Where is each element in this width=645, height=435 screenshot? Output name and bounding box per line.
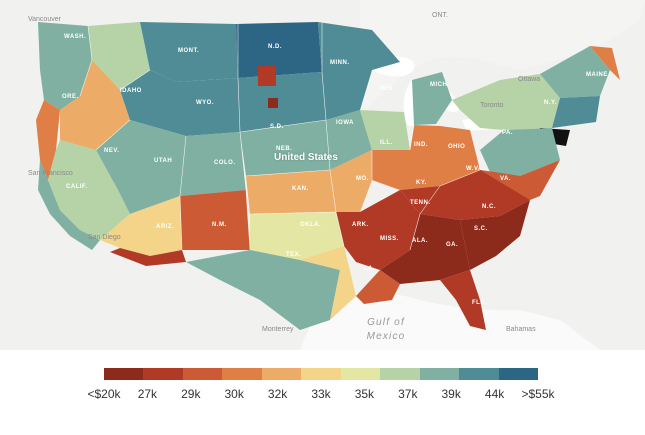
state-label: S.C.: [474, 226, 488, 232]
place-label-bahamas: Bahamas: [506, 326, 536, 333]
legend-swatch: [104, 368, 144, 380]
gulf-of-mexico-label: Gulf of Mexico: [356, 316, 416, 344]
state-label: TEX.: [286, 252, 302, 258]
gulf-label-line1: Gulf of: [367, 317, 405, 328]
state-label: MINN.: [330, 60, 350, 66]
state-label: CALIF.: [66, 184, 88, 190]
place-label-vancouver: Vancouver: [28, 16, 61, 23]
place-label-monterrey: Monterrey: [262, 326, 294, 333]
place-label-toronto: Toronto: [480, 102, 504, 109]
gulf-water: [300, 292, 600, 350]
legend-swatch: [301, 368, 341, 380]
legend-tick-label: <$20k: [87, 387, 121, 401]
state-label: COLO.: [214, 160, 236, 166]
legend-tick-label: 35k: [354, 387, 375, 401]
state-label: FLA.: [472, 300, 488, 306]
state-label: N.D.: [268, 44, 282, 50]
state-label: KY.: [416, 180, 427, 186]
legend-swatch: [182, 368, 223, 380]
legend-swatch: [459, 368, 499, 380]
state-label: GA.: [446, 242, 459, 248]
state-label: IDAHO: [120, 88, 142, 94]
state-label: W.VA.: [466, 166, 486, 172]
map-canvas: [36, 22, 620, 350]
legend-tick-label: 44k: [484, 387, 505, 401]
state-label: ALA.: [412, 238, 428, 244]
state-label: VA.: [500, 176, 512, 182]
state-label: WASH.: [64, 34, 87, 40]
legend-swatch: [498, 368, 538, 380]
state-label: OKLA.: [300, 222, 322, 228]
state-label: IOWA: [336, 120, 354, 126]
state-label: N.C.: [482, 204, 496, 210]
place-label-ontario: ONT.: [432, 12, 448, 19]
country-label: United States: [274, 152, 338, 163]
legend-color-bar: [104, 368, 538, 380]
state-label: MONT.: [178, 48, 200, 54]
state-label: IND.: [414, 142, 428, 148]
legend-swatch: [340, 368, 381, 380]
legend-swatch: [222, 368, 262, 380]
legend-swatch: [143, 368, 183, 380]
state-label: N.Y.: [544, 100, 558, 106]
legend-tick-label: 29k: [181, 387, 201, 401]
legend-tick-label: >$55k: [521, 387, 555, 401]
legend-tick-label: 30k: [224, 387, 244, 401]
legend-tick-label: 37k: [398, 387, 418, 401]
legend-tick-label: 32k: [267, 387, 288, 401]
place-label-san-francisco: San Francisco: [28, 170, 73, 177]
legend-tick-label: 39k: [441, 387, 461, 401]
state-label: S.D.: [270, 124, 284, 130]
color-legend: <$20k 27k 29k 30k 32k 33k 35k 37k 39k 44k >$55k: [87, 368, 558, 428]
legend-swatch: [419, 368, 460, 380]
state-label: WIS.: [380, 86, 395, 92]
legend-swatch: [380, 368, 420, 380]
gulf-label-line2: Mexico: [366, 331, 406, 342]
state-label: MICH.: [430, 82, 450, 88]
state-label: NEV.: [104, 148, 120, 154]
place-label-san-diego: San Diego: [88, 234, 121, 241]
place-label-ottawa: Ottawa: [518, 76, 541, 83]
legend-swatch: [261, 368, 302, 380]
state-label: OHIO: [448, 144, 466, 150]
state-label: ARIZ.: [156, 224, 175, 230]
legend-tick-label: 33k: [311, 387, 331, 401]
state-label: MAINE: [586, 72, 608, 78]
income-map[interactable]: Vancouver ONT. Ottawa Toronto San Franci…: [0, 0, 645, 350]
state-label: NEB.: [276, 146, 293, 152]
state-label: WYO.: [196, 100, 214, 106]
county-choropleth: [36, 22, 620, 330]
state-label: ILL.: [380, 140, 393, 146]
state-label: TENN.: [410, 200, 431, 206]
state-label: PA.: [502, 130, 514, 136]
state-label: ARK.: [352, 222, 369, 228]
state-label: MISS.: [380, 236, 399, 242]
state-label: KAN.: [292, 186, 309, 192]
state-label: ORE.: [62, 94, 79, 100]
legend-tick-label: 27k: [137, 387, 158, 401]
state-label: N.M.: [212, 222, 227, 228]
state-label: MO.: [356, 176, 369, 182]
state-borders: [79, 22, 481, 251]
state-label: LA.: [364, 266, 376, 272]
state-label: UTAH: [154, 158, 173, 164]
